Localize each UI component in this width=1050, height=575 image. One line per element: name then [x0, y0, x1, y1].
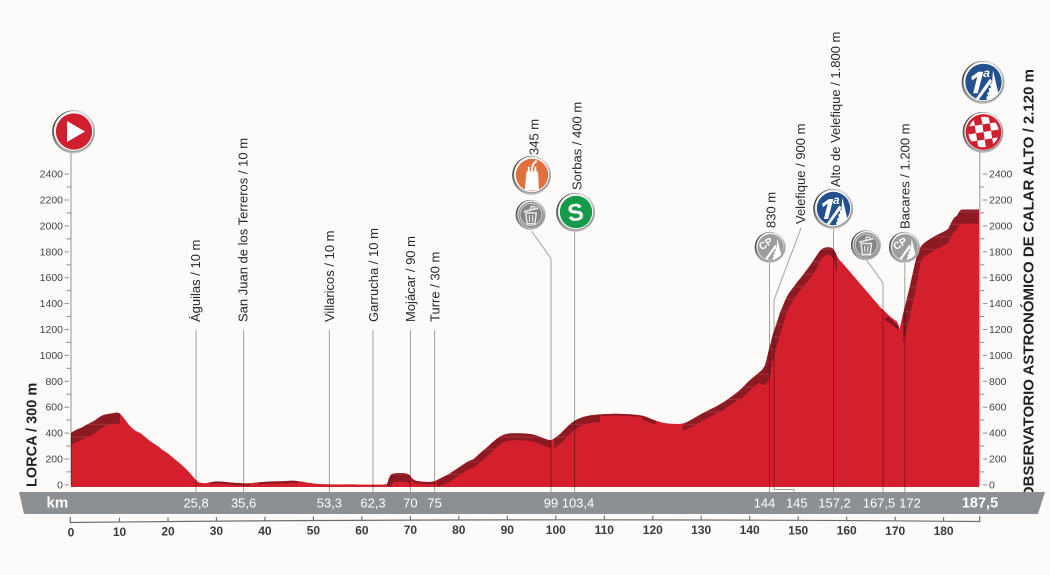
svg-text:a: a [833, 195, 840, 207]
svg-text:Alto de Velefique / 1.800 m: Alto de Velefique / 1.800 m [828, 32, 843, 187]
svg-text:0: 0 [68, 526, 75, 540]
svg-text:600: 600 [989, 402, 1007, 414]
svg-text:100: 100 [546, 523, 566, 537]
svg-text:62,3: 62,3 [360, 496, 385, 511]
svg-text:10: 10 [113, 525, 127, 539]
svg-text:400: 400 [989, 428, 1007, 440]
svg-text:120: 120 [643, 523, 663, 537]
svg-text:OBSERVATORIO ASTRONÓMICO DE CA: OBSERVATORIO ASTRONÓMICO DE CALAR ALTO /… [1019, 69, 1037, 498]
svg-text:70: 70 [403, 496, 417, 511]
svg-text:110: 110 [595, 523, 615, 537]
svg-text:157,2: 157,2 [818, 496, 851, 511]
svg-text:1800: 1800 [40, 246, 64, 258]
svg-text:800: 800 [989, 376, 1007, 388]
svg-text:800: 800 [45, 376, 63, 388]
svg-text:130: 130 [691, 523, 711, 537]
svg-text:2000: 2000 [989, 220, 1013, 232]
svg-text:2200: 2200 [989, 195, 1013, 207]
svg-text:30: 30 [210, 524, 224, 538]
svg-text:1400: 1400 [40, 298, 64, 310]
svg-text:Garrucha / 10 m: Garrucha / 10 m [366, 228, 381, 322]
svg-text:90: 90 [501, 523, 515, 537]
svg-text:Velefique / 900 m: Velefique / 900 m [793, 124, 808, 224]
svg-text:200: 200 [989, 454, 1007, 466]
svg-text:167,5: 167,5 [863, 496, 896, 511]
svg-text:140: 140 [740, 523, 760, 537]
svg-text:70: 70 [404, 523, 418, 537]
svg-text:0: 0 [57, 479, 63, 491]
svg-text:99: 99 [544, 496, 558, 511]
svg-text:25,8: 25,8 [183, 496, 208, 511]
svg-text:1400: 1400 [989, 298, 1013, 310]
svg-text:2400: 2400 [40, 169, 64, 181]
svg-text:Sorbas / 400 m: Sorbas / 400 m [570, 102, 585, 190]
svg-text:1600: 1600 [989, 272, 1013, 284]
svg-text:1200: 1200 [40, 324, 64, 336]
svg-text:75: 75 [427, 496, 441, 511]
svg-text:Turre / 30 m: Turre / 30 m [427, 252, 442, 322]
svg-text:53,3: 53,3 [317, 496, 342, 511]
svg-text:Águilas / 10 m: Águilas / 10 m [188, 240, 203, 322]
svg-text:1600: 1600 [40, 272, 64, 284]
svg-text:1000: 1000 [40, 350, 64, 362]
svg-text:80: 80 [452, 523, 466, 537]
svg-text:2400: 2400 [989, 169, 1013, 181]
svg-text:170: 170 [885, 524, 905, 538]
svg-text:2200: 2200 [40, 195, 64, 207]
svg-text:103,4: 103,4 [562, 496, 595, 511]
svg-text:1800: 1800 [989, 246, 1013, 258]
svg-text:Bacares / 1.200 m: Bacares / 1.200 m [898, 124, 913, 230]
svg-text:km: km [47, 495, 69, 512]
svg-text:60: 60 [355, 523, 369, 537]
svg-text:LORCA / 300 m: LORCA / 300 m [25, 383, 41, 487]
svg-text:1200: 1200 [989, 324, 1013, 336]
svg-text:830 m: 830 m [764, 192, 779, 228]
svg-text:180: 180 [934, 524, 954, 538]
svg-text:2000: 2000 [40, 220, 64, 232]
svg-text:35,6: 35,6 [231, 496, 256, 511]
svg-text:187,5: 187,5 [962, 496, 998, 512]
svg-text:400: 400 [45, 428, 63, 440]
svg-text:200: 200 [45, 454, 63, 466]
svg-text:145: 145 [786, 496, 808, 511]
svg-text:San Juan de los Terreros / 10: San Juan de los Terreros / 10 m [236, 138, 251, 322]
svg-text:40: 40 [258, 524, 272, 538]
svg-text:0: 0 [989, 479, 995, 491]
svg-text:1000: 1000 [989, 350, 1013, 362]
svg-text:172: 172 [899, 496, 921, 511]
svg-text:Mojácar / 90 m: Mojácar / 90 m [403, 236, 418, 322]
svg-text:600: 600 [45, 402, 63, 414]
svg-text:Villaricos / 10 m: Villaricos / 10 m [322, 230, 337, 322]
svg-text:345 m: 345 m [527, 119, 542, 155]
svg-text:160: 160 [837, 524, 857, 538]
svg-text:20: 20 [161, 525, 175, 539]
svg-text:144: 144 [754, 496, 776, 511]
svg-text:50: 50 [307, 524, 321, 538]
svg-text:a: a [983, 66, 990, 80]
svg-text:150: 150 [788, 523, 808, 537]
